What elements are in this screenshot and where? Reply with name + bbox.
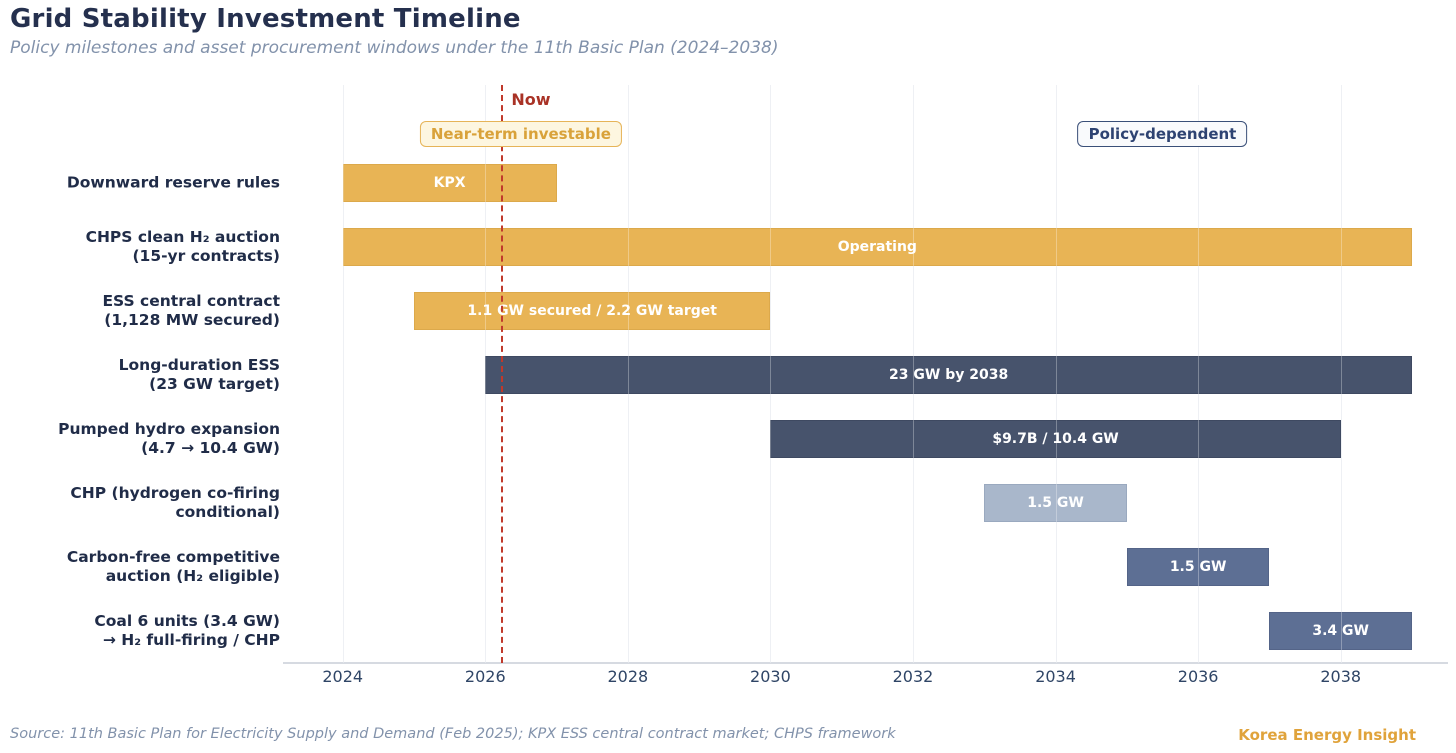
row-label-line: Long-duration ESS (118, 356, 280, 375)
gantt-bar-1: Operating (342, 228, 1412, 267)
gantt-bar-5: 1.5 GW (984, 484, 1127, 523)
gridline-overlay-2024 (342, 85, 344, 663)
row-label-4: Pumped hydro expansion (4.7 → 10.4 GW) (0, 420, 280, 458)
row-label-3: Long-duration ESS (23 GW target) (0, 356, 280, 394)
gridline-overlay-2032 (912, 85, 914, 663)
row-label-5: CHP (hydrogen co-firing conditional) (0, 484, 280, 522)
row-label-line: Pumped hydro expansion (58, 420, 280, 439)
row-label-line: conditional) (175, 503, 280, 522)
x-axis-line (283, 662, 1448, 664)
row-label-line: CHP (hydrogen co-firing (70, 484, 280, 503)
gridline-2024 (342, 85, 344, 663)
gridline-overlay-2036 (1198, 85, 1200, 663)
badge-near-term-investable: Near-term investable (419, 121, 622, 147)
bar-label: 1.5 GW (1169, 559, 1227, 576)
row-label-line: (4.7 → 10.4 GW) (141, 439, 280, 458)
axis-tick-2030: 2030 (750, 667, 791, 686)
bar-label: $9.7B / 10.4 GW (992, 431, 1119, 448)
row-label-line: (23 GW target) (149, 375, 280, 394)
bar-label: 1.5 GW (1027, 495, 1084, 512)
axis-tick-2036: 2036 (1177, 667, 1219, 686)
bar-label: KPX (433, 175, 466, 191)
now-label: Now (511, 90, 551, 109)
bar-label: Operating (837, 239, 917, 256)
row-label-0: Downward reserve rules (0, 174, 280, 193)
row-label-line: Downward reserve rules (66, 173, 280, 192)
gantt-bar-0: KPX (342, 164, 557, 202)
bar-label: 23 GW by 2038 (889, 367, 1009, 384)
page-subtitle: Policy milestones and asset procurement … (10, 38, 779, 58)
row-label-line: ESS central contract (102, 292, 280, 311)
badge-policy-dependent: Policy-dependent (1077, 121, 1248, 147)
row-label-line: auction (H₂ eligible) (105, 567, 280, 586)
now-line (501, 85, 504, 663)
gantt-bar-4: $9.7B / 10.4 GW (770, 420, 1341, 459)
row-label-2: ESS central contract (1,128 MW secured) (0, 292, 280, 330)
gridline-overlay-2034 (1055, 85, 1057, 663)
row-label-7: Coal 6 units (3.4 GW) → H₂ full-firing / … (0, 612, 280, 650)
bar-label: 3.4 GW (1312, 623, 1369, 640)
gridline-overlay-2028 (627, 85, 629, 663)
axis-tick-2024: 2024 (322, 667, 364, 686)
row-label-6: Carbon-free competitive auction (H₂ eligi… (0, 548, 280, 586)
gantt-bar-6: 1.5 GW (1126, 548, 1270, 587)
gantt-bar-7: 3.4 GW (1269, 612, 1412, 651)
axis-tick-2034: 2034 (1035, 667, 1076, 686)
row-label-line: (1,128 MW secured) (104, 311, 280, 330)
row-label-line: Carbon-free competitive (66, 548, 280, 567)
source-note: Source: 11th Basic Plan for Electricity … (10, 726, 896, 742)
row-label-line: → H₂ full-firing / CHP (102, 631, 280, 650)
gantt-bar-2: 1.1 GW secured / 2.2 GW target (413, 292, 771, 331)
axis-tick-2028: 2028 (607, 667, 649, 686)
row-label-line: CHPS clean H₂ auction (85, 228, 280, 247)
gridline-overlay-2030 (770, 85, 772, 663)
page-title: Grid Stability Investment Timeline (10, 4, 521, 34)
bar-label: 1.1 GW secured / 2.2 GW target (467, 303, 717, 320)
brand-label: Korea Energy Insight (1238, 726, 1416, 744)
axis-tick-2026: 2026 (464, 667, 506, 686)
gantt-bar-3: 23 GW by 2038 (485, 356, 1412, 395)
row-label-1: CHPS clean H₂ auction (15-yr contracts) (0, 228, 280, 266)
axis-tick-2038: 2038 (1320, 667, 1362, 686)
row-label-line: (15-yr contracts) (132, 247, 280, 266)
gridline-overlay-2038 (1340, 85, 1342, 663)
gridline-overlay-2026 (485, 85, 487, 663)
row-label-line: Coal 6 units (3.4 GW) (94, 612, 280, 631)
axis-tick-2032: 2032 (892, 667, 934, 686)
